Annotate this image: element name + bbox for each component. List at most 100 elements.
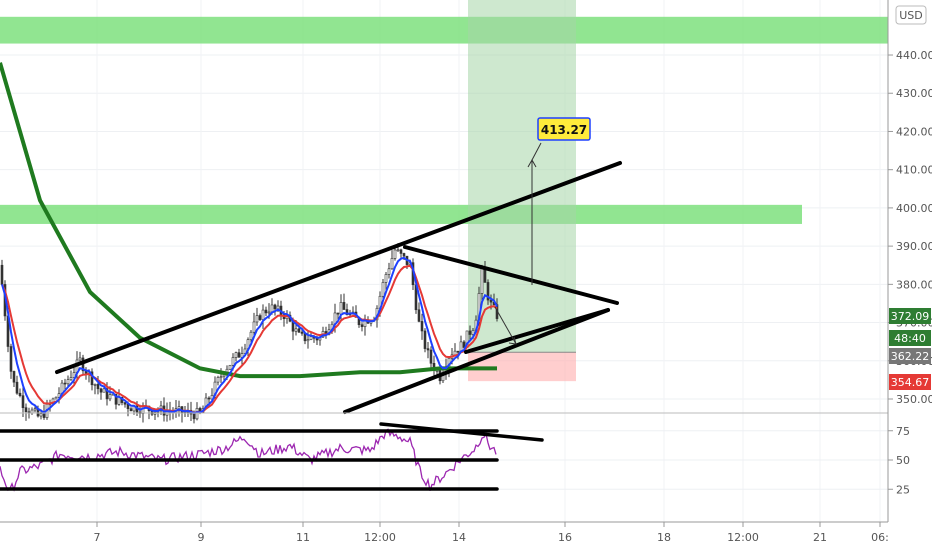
candle-body — [384, 274, 388, 283]
resistance-zone-top[interactable] — [0, 16, 888, 44]
candle-body — [261, 309, 265, 320]
candle-body — [486, 282, 490, 301]
candle-body — [216, 377, 220, 383]
candle-body — [309, 336, 313, 340]
time-tick-label: 21 — [813, 531, 827, 544]
rsi-axis[interactable]: 25 50 75 — [887, 413, 910, 522]
price-tag-label: 354.67 — [891, 376, 930, 389]
price-tick-label: 350.00 — [896, 393, 932, 406]
candle-body — [129, 408, 133, 412]
target-label: 413.27 — [541, 123, 587, 137]
candle-body — [471, 330, 475, 335]
candle-body — [264, 309, 268, 314]
candle-body — [39, 413, 43, 417]
time-tick-label: 12:00 — [364, 531, 396, 544]
candle-body — [396, 249, 400, 252]
rsi-line — [0, 428, 497, 492]
candle-body — [24, 407, 28, 413]
price-tick-label: 440.00 — [896, 49, 932, 62]
candle-body — [219, 376, 223, 379]
candle-body — [33, 408, 37, 411]
candle-body — [12, 371, 16, 383]
resistance-zone-mid[interactable] — [0, 204, 802, 224]
candle-body — [270, 304, 274, 313]
long-position-tool[interactable] — [468, 0, 576, 382]
time-tick-label: 14 — [452, 531, 466, 544]
price-tick-label: 390.00 — [896, 240, 932, 253]
candle-body — [78, 357, 82, 361]
candle-body — [468, 330, 472, 335]
candle-body — [42, 413, 46, 418]
position-profit-area — [468, 0, 576, 353]
candle-body — [93, 384, 97, 386]
candle-body — [417, 309, 421, 322]
candle-body — [420, 321, 424, 332]
candle-body — [249, 331, 253, 340]
channel-upper-line[interactable] — [55, 161, 622, 374]
candle-body — [267, 311, 271, 314]
time-axis[interactable]: 7 9 11 12:00 14 16 18 12:00 21 06: — [0, 521, 889, 544]
candle-body — [255, 315, 259, 323]
candle-body — [345, 309, 349, 316]
candle-body — [102, 388, 106, 393]
candle-body — [462, 341, 466, 348]
trendline-drawings[interactable] — [55, 161, 622, 414]
price-tick-label: 380.00 — [896, 278, 932, 291]
candle-body — [96, 384, 100, 390]
candle-body — [294, 328, 298, 332]
candle-body — [123, 402, 127, 405]
candle-body — [207, 397, 211, 400]
candle-body — [426, 348, 430, 351]
triangle-lower-line[interactable] — [464, 308, 610, 354]
candle-body — [108, 394, 112, 400]
time-tick-label: 11 — [296, 531, 310, 544]
candle-body — [258, 315, 262, 320]
rsi-tick-label: 25 — [896, 483, 910, 496]
time-tick-label: 16 — [558, 531, 572, 544]
time-tick-label: 12:00 — [727, 531, 759, 544]
triangle-upper-line[interactable] — [403, 245, 619, 305]
candle-body — [336, 312, 340, 315]
candle-body — [192, 413, 196, 420]
candle-body — [489, 299, 493, 303]
candle-body — [9, 346, 13, 372]
price-tag-label: 48:40 — [894, 332, 926, 345]
candle-body — [66, 379, 70, 385]
price-tag-label: 362.22 — [891, 350, 930, 363]
price-tags: 372.09 48:40 362.22 354.67 — [889, 308, 931, 390]
candle-body — [114, 393, 118, 405]
candle-body — [360, 324, 364, 327]
candle-body — [195, 408, 199, 420]
time-tick-label: 06: — [871, 531, 889, 544]
zones — [0, 16, 888, 224]
candle-body — [57, 393, 61, 398]
price-tick-label: 400.00 — [896, 202, 932, 215]
candle-body — [231, 357, 235, 366]
channel-lower-line[interactable] — [343, 308, 610, 414]
candle-body — [63, 382, 67, 385]
candle-body — [456, 350, 460, 353]
candle-body — [18, 392, 22, 396]
candle-body — [402, 253, 406, 257]
candle-body — [306, 339, 310, 342]
candle-body — [252, 321, 256, 333]
price-tag-label: 372.09 — [891, 310, 930, 323]
rsi-drawings[interactable] — [0, 422, 544, 491]
candle-body — [237, 352, 241, 358]
candle-body — [423, 330, 427, 349]
time-tick-label: 18 — [657, 531, 671, 544]
candle-body — [72, 372, 76, 378]
candle-body — [90, 371, 94, 386]
candle-body — [15, 381, 19, 394]
candle-body — [429, 349, 433, 364]
candle-body — [54, 396, 58, 400]
candle-body — [273, 304, 277, 310]
candle-body — [399, 249, 403, 254]
rsi-tick-label: 75 — [896, 425, 910, 438]
candle-body — [387, 268, 391, 275]
candle-body — [222, 374, 226, 378]
candle-body — [234, 352, 238, 358]
candle-body — [0, 264, 4, 285]
